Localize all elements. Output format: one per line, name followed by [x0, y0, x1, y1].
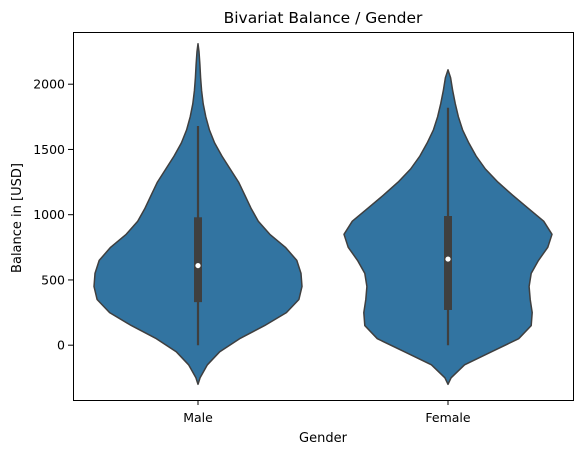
median-marker-female [445, 256, 451, 262]
y-axis: 0 500 1000 1500 2000 [33, 77, 73, 353]
y-tick-label: 1000 [33, 207, 65, 222]
iqr-box-female [444, 216, 452, 310]
y-tick-label: 1500 [33, 142, 65, 157]
x-axis-label: Gender [299, 431, 348, 446]
x-tick-label: Male [183, 410, 213, 425]
x-axis: Male Female [183, 400, 471, 425]
y-axis-label: Balance in [USD] [10, 163, 25, 273]
y-tick-label: 2000 [33, 77, 65, 92]
x-tick-label: Female [425, 410, 471, 425]
y-tick-label: 0 [57, 338, 65, 353]
violins-layer [93, 42, 553, 386]
iqr-box-male [194, 217, 202, 303]
plot-frame [73, 32, 574, 401]
median-marker-male [195, 262, 201, 269]
y-tick-label: 500 [41, 272, 65, 287]
chart-title: Bivariat Balance / Gender [224, 9, 423, 27]
